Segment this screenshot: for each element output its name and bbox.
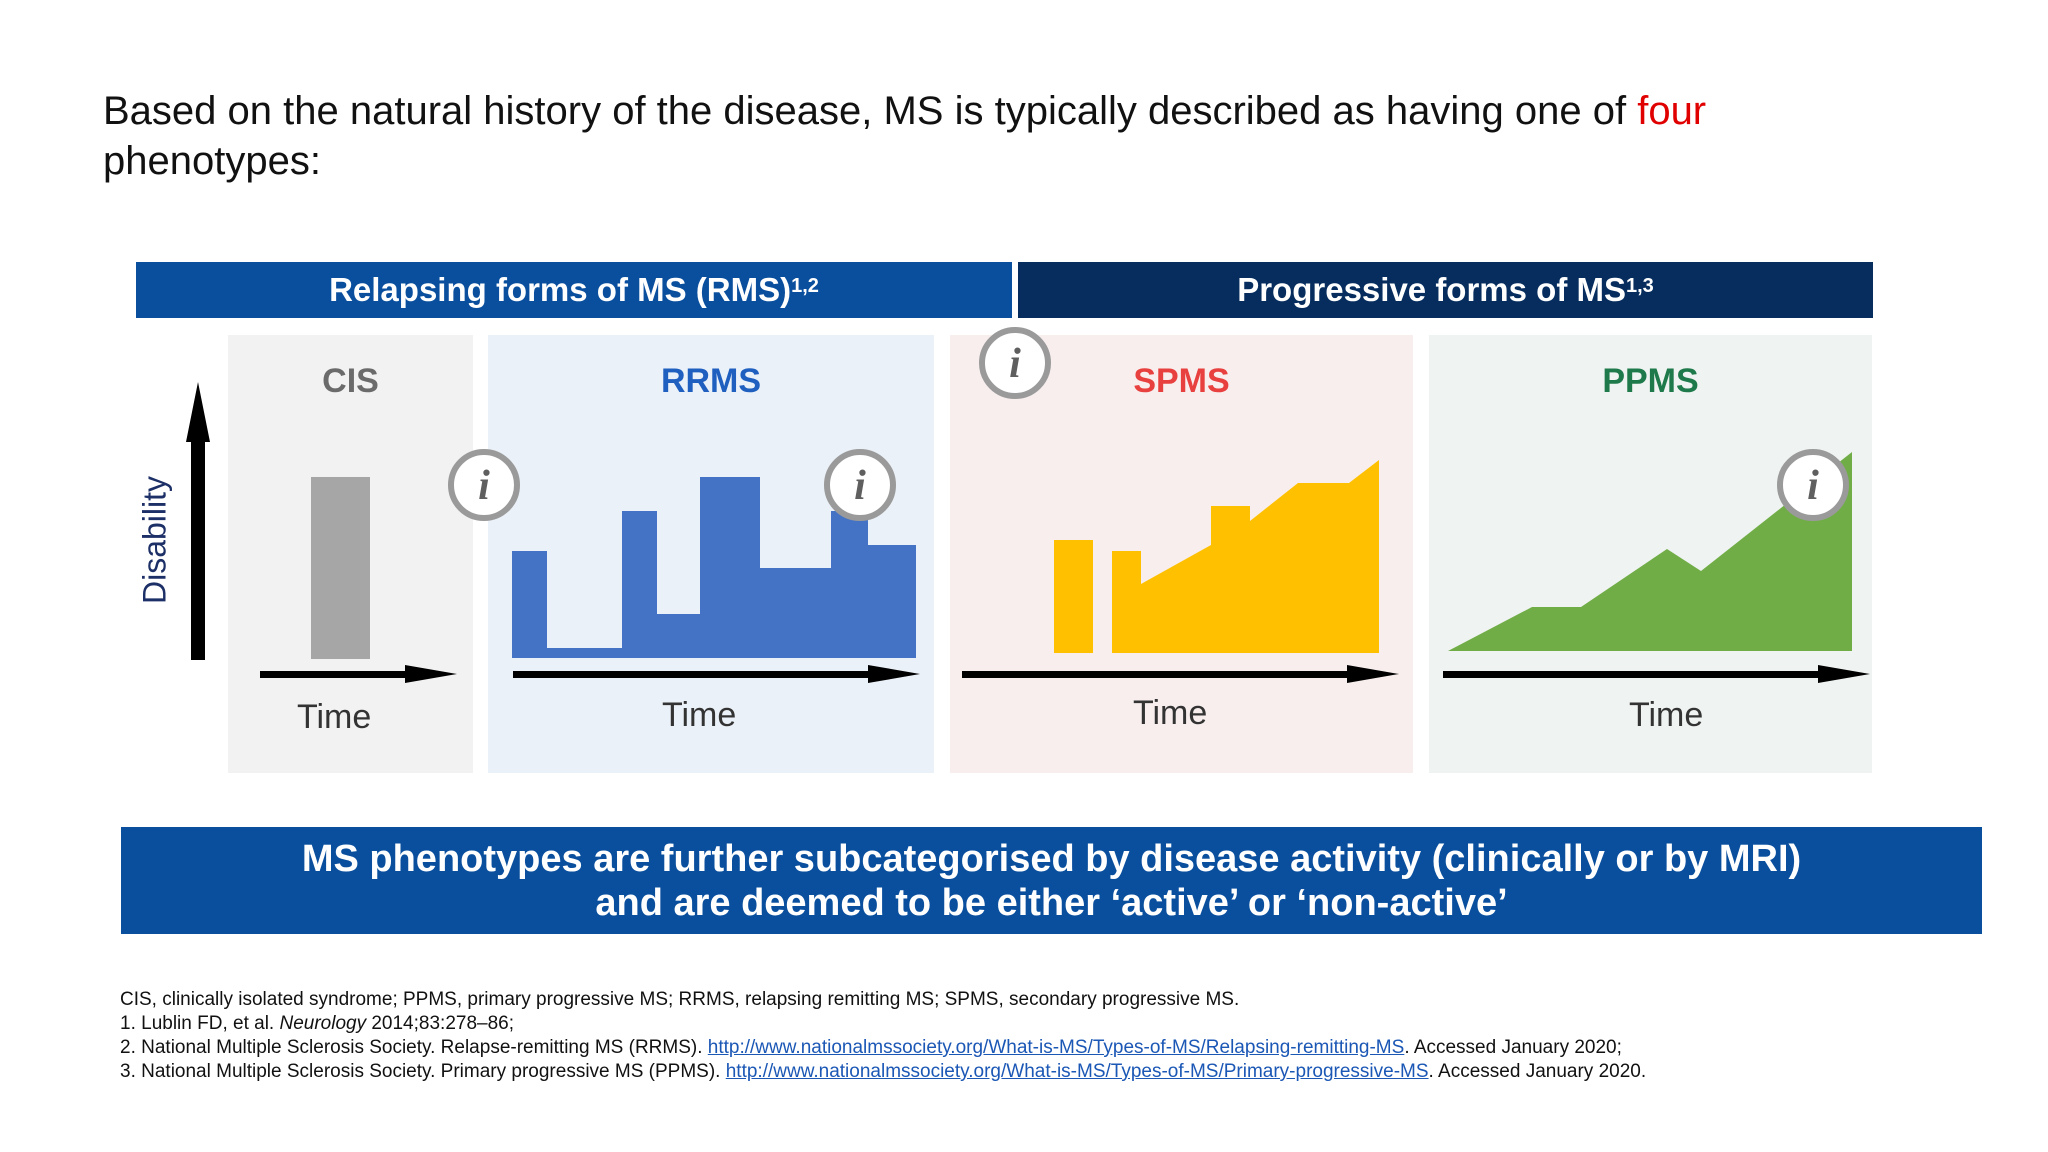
spms-disability-bar: [1054, 540, 1093, 653]
banner-line-2: and are deemed to be either ‘active’ or …: [595, 881, 1508, 924]
disease-activity-banner: MS phenotypes are further subcategorised…: [121, 827, 1982, 934]
info-glyph: i: [1009, 341, 1021, 387]
spms-disability-shape: [1112, 460, 1379, 653]
headline: Based on the natural history of the dise…: [103, 86, 1853, 186]
x-axis-label-ppms: Time: [1629, 696, 1704, 734]
info-glyph: i: [478, 463, 490, 509]
progressive-forms-header: Progressive forms of MS 1,3: [1018, 262, 1873, 318]
info-glyph: i: [1807, 463, 1819, 509]
relapsing-forms-label: Relapsing forms of MS (RMS): [329, 271, 792, 308]
footnotes: CIS, clinically isolated syndrome; PPMS,…: [120, 988, 1680, 1084]
relapsing-forms-ref: 1,2: [791, 274, 819, 297]
x-axis-arrow-rrms: [513, 665, 920, 683]
ref-3-text: 3. National Multiple Sclerosis Society. …: [120, 1061, 726, 1082]
footnote-abbreviations: CIS, clinically isolated syndrome; PPMS,…: [120, 989, 1240, 1010]
ref-1-text: 1. Lublin FD, et al.: [120, 1013, 280, 1034]
x-axis-arrow-spms: [962, 665, 1399, 683]
panel-title-spms: SPMS: [1133, 362, 1230, 400]
ref-1-citation: 2014;83:278–86;: [366, 1013, 514, 1034]
panel-title-ppms: PPMS: [1602, 362, 1699, 400]
x-axis-label-cis: Time: [297, 698, 372, 736]
x-axis-arrow-ppms: [1443, 665, 1870, 683]
rrms-disability-shape: [512, 477, 916, 658]
headline-text: Based on the natural history of the dise…: [103, 89, 1638, 133]
ref-3-accessed: . Accessed January 2020.: [1428, 1061, 1647, 1082]
headline-highlight: four: [1637, 89, 1707, 133]
relapsing-forms-header: Relapsing forms of MS (RMS) 1,2: [136, 262, 1012, 318]
panel-title-rrms: RRMS: [660, 362, 762, 400]
info-glyph: i: [854, 463, 866, 509]
x-axis-arrow-cis: [260, 665, 457, 683]
progressive-forms-ref: 1,3: [1625, 274, 1654, 297]
x-axis-label-spms: Time: [1133, 694, 1208, 732]
banner-line-1: MS phenotypes are further subcategorised…: [301, 837, 1802, 880]
info-icon-rrms[interactable]: i: [823, 448, 897, 522]
panel-title-cis: CIS: [322, 362, 379, 400]
y-axis-arrow: [186, 382, 210, 660]
info-icon-cis[interactable]: i: [447, 448, 521, 522]
ref-3-link[interactable]: http://www.nationalmssociety.org/What-is…: [725, 1061, 1429, 1082]
ref-2-link[interactable]: http://www.nationalmssociety.org/What-is…: [707, 1037, 1405, 1058]
headline-text-end: phenotypes:: [103, 139, 321, 183]
ppms-disability-shape: [1448, 452, 1852, 651]
ref-1-journal: Neurology: [279, 1013, 367, 1034]
progressive-forms-label: Progressive forms of MS: [1237, 271, 1626, 308]
info-icon-spms[interactable]: i: [978, 326, 1052, 400]
info-icon-ppms[interactable]: i: [1776, 448, 1850, 522]
ref-2-text: 2. National Multiple Sclerosis Society. …: [120, 1037, 708, 1058]
ref-2-accessed: . Accessed January 2020;: [1404, 1037, 1622, 1058]
x-axis-label-rrms: Time: [662, 696, 737, 734]
cis-disability-shape: [311, 477, 370, 659]
footnote-ref-2: 2. National Multiple Sclerosis Society. …: [120, 1036, 1680, 1060]
footnote-ref-1: 1. Lublin FD, et al. Neurology 2014;83:2…: [120, 1012, 1680, 1036]
footnote-ref-3: 3. National Multiple Sclerosis Society. …: [120, 1060, 1680, 1084]
